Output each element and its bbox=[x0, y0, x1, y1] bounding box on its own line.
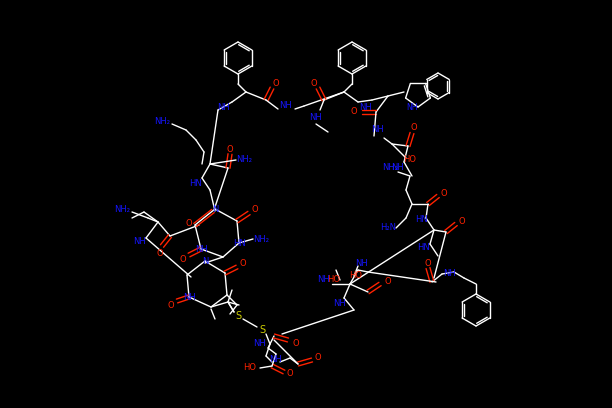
Text: NH: NH bbox=[280, 102, 293, 111]
Text: HN: HN bbox=[417, 244, 430, 253]
Text: HO: HO bbox=[349, 271, 362, 281]
Text: NH: NH bbox=[310, 113, 323, 122]
Text: NH: NH bbox=[195, 244, 207, 253]
Text: O: O bbox=[273, 78, 279, 87]
Text: O: O bbox=[180, 255, 186, 264]
Text: O: O bbox=[286, 370, 293, 379]
Text: NH: NH bbox=[218, 104, 230, 113]
Text: N: N bbox=[212, 204, 218, 213]
Text: NH₂: NH₂ bbox=[253, 235, 269, 244]
Text: NH: NH bbox=[371, 126, 384, 135]
Text: NH: NH bbox=[270, 355, 282, 364]
Text: O: O bbox=[311, 78, 317, 87]
Text: HN: HN bbox=[416, 215, 428, 224]
Text: NH: NH bbox=[334, 299, 346, 308]
Text: O: O bbox=[226, 144, 233, 153]
Text: HN: HN bbox=[233, 239, 245, 248]
Text: O: O bbox=[425, 259, 431, 268]
Text: O: O bbox=[185, 219, 192, 228]
Text: NH: NH bbox=[444, 270, 457, 279]
Text: O: O bbox=[315, 353, 321, 362]
Text: NH: NH bbox=[318, 275, 330, 284]
Text: N: N bbox=[202, 257, 208, 266]
Text: O: O bbox=[293, 339, 299, 348]
Text: O: O bbox=[411, 124, 417, 133]
Text: NH: NH bbox=[360, 104, 372, 113]
Text: NH₂: NH₂ bbox=[114, 206, 130, 215]
Text: HN: HN bbox=[190, 180, 203, 188]
Text: O: O bbox=[385, 277, 391, 286]
Text: O: O bbox=[351, 107, 357, 117]
Text: NH: NH bbox=[356, 259, 368, 268]
Text: NH: NH bbox=[182, 293, 195, 302]
Text: NH: NH bbox=[133, 237, 146, 246]
Text: NH: NH bbox=[253, 339, 266, 348]
Text: NH: NH bbox=[406, 104, 418, 113]
Text: O: O bbox=[252, 204, 258, 213]
Text: O: O bbox=[240, 259, 246, 268]
Text: HO: HO bbox=[244, 364, 256, 373]
Text: NH₂: NH₂ bbox=[236, 155, 252, 164]
Text: NH: NH bbox=[392, 164, 405, 173]
Text: H₂N: H₂N bbox=[380, 224, 396, 233]
Text: O: O bbox=[157, 250, 163, 259]
Text: S: S bbox=[235, 311, 241, 321]
Text: HO: HO bbox=[403, 155, 417, 164]
Text: S: S bbox=[259, 325, 265, 335]
Text: NH₂: NH₂ bbox=[382, 164, 398, 173]
Text: O: O bbox=[441, 189, 447, 199]
Text: O: O bbox=[458, 217, 465, 226]
Text: O: O bbox=[168, 301, 174, 310]
Text: HO: HO bbox=[327, 275, 340, 284]
Text: NH₂: NH₂ bbox=[154, 118, 170, 126]
